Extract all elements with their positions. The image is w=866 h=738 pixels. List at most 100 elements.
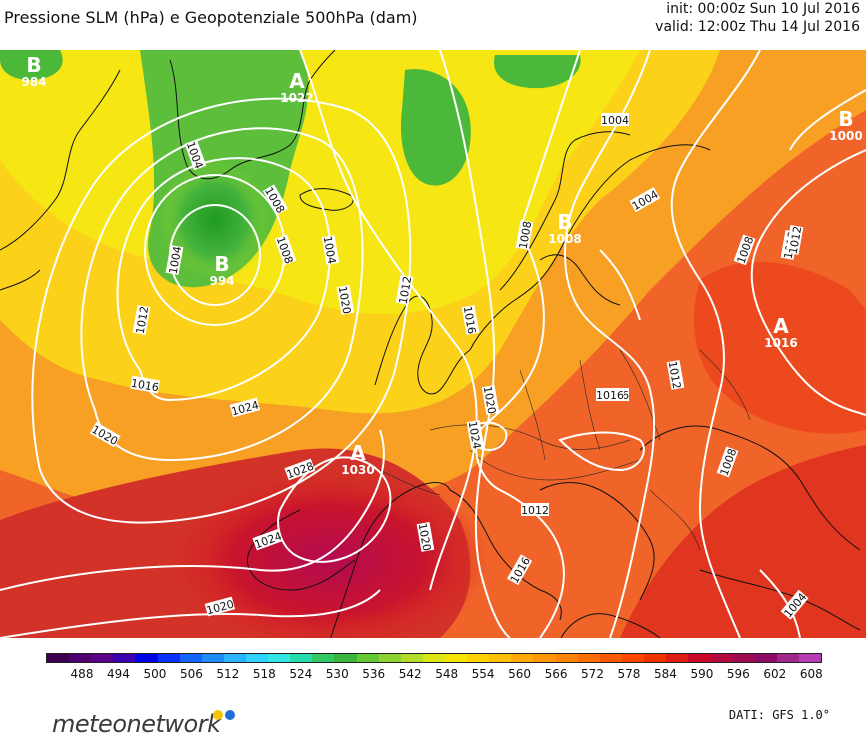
center-value: 994 [209,274,234,288]
colorbar-swatch [268,654,291,662]
map-title: Pressione SLM (hPa) e Geopotenziale 500h… [4,8,418,27]
colorbar-tick-label: 494 [107,667,130,681]
colorbar-swatch [290,654,313,662]
meteonetwork-logo: meteonetwork [52,710,221,738]
isobar-label-text: 1020 [336,285,354,315]
center-value: 1016 [764,336,797,350]
isobar-label-bg [481,384,500,415]
center-value: 1000 [829,129,862,143]
isobar-label-text: 1024 [466,420,484,450]
isobar-label-text: 1016 [596,389,624,402]
isobar-label: 1016 [461,304,480,335]
colorbar-swatch [157,654,180,662]
isobar-label-bg [785,224,804,255]
colorbar-tick-label: 566 [544,667,568,681]
green-patch-norway [494,55,581,89]
colorbar-swatch [643,654,667,662]
colorbar-swatch [179,654,202,662]
isobar-label-bg [733,234,756,266]
hot-core-sahara [170,470,490,638]
isobar-label-text: 1016 [461,305,479,335]
colorbar-swatch [555,654,578,662]
colorbar-tick-label: 578 [617,667,641,681]
isobar-label-bg [252,528,284,551]
colorbar-swatch [356,654,379,662]
colorbar-tick-label: 584 [653,667,677,681]
data-source: DATI: GFS 1.0° [728,708,830,722]
isobar-label-bg [629,186,661,213]
isobar-label: 1004 [601,113,629,127]
isobar-label: 1008 [515,219,534,250]
isobar-label-bg [132,304,151,335]
colorbar-tick-label: 530 [325,667,349,681]
isobar-label-bg [716,446,739,478]
isobar-label-bg [461,304,480,335]
isobar-label-bg [416,521,435,552]
colorbar-tick-label: 560 [508,667,532,681]
isobar-label: 1012 [521,503,549,517]
colorbar-swatch [422,654,445,662]
isobar-label: 1024 [466,419,485,450]
colorbar-tick-label: 548 [435,667,459,681]
isobar-label-bg [521,503,549,516]
isobar-label: 1020 [416,521,435,552]
colorbar-tick-label: 542 [398,667,422,681]
colorbar-swatch [599,654,622,662]
isobar-label-bg [165,244,184,275]
isobar-label-bg [506,554,533,586]
colorbar-swatch [621,654,644,662]
logo-dot [213,710,223,720]
isobar-label-text: 1020 [481,385,499,415]
colorbar-swatch [47,654,70,662]
colorbar-swatch [444,654,468,662]
isobar-label-bg [321,234,340,265]
isobar-label: 1012 [666,359,685,390]
field-red-southeast [620,445,866,638]
init-time: init: 00:00z Sun 10 Jul 2016 [666,1,860,17]
isobar-label-text: 1016 [130,377,160,395]
isobar-label-text: 1012 [397,275,415,305]
colorbar-swatch [91,654,114,662]
isobar-label-bg [596,388,624,401]
isobar-label-bg [229,397,261,418]
colorbar [46,653,822,663]
isobar-label-text: 1012 [134,305,152,335]
isobar-label-text: 1004 [321,235,339,265]
isobar-label-text: 1012 [787,225,805,255]
colorbar-tick-label: 572 [581,667,604,681]
isobar-label-text: 1004 [167,245,185,275]
isobar-label: 1016 [596,388,624,402]
isobar-label: 1004 [321,234,340,265]
isobar-label: 1004 [165,244,185,275]
isobar-label-bg [336,284,355,315]
colorbar-swatch [69,654,92,662]
field-red-russia [694,261,866,434]
run-info: init: 00:00z Sun 10 Jul 2016 valid: 12:0… [655,0,860,36]
colorbar-tick-label: 512 [216,667,240,681]
logo-dots [213,710,243,722]
colorbar-swatch [666,654,689,662]
colorbar-swatch [688,654,711,662]
colorbar-tick-label: 488 [70,667,94,681]
colorbar-tick-label: 536 [362,667,386,681]
isobar-label: 1020 [481,384,500,415]
colorbar-tick-label: 596 [726,667,750,681]
colorbar-swatch [798,654,821,662]
colorbar-tick-label: 602 [763,667,787,681]
colorbar-swatch [489,654,512,662]
isobar-label-bg [284,458,316,481]
isobar-label-text: 1004 [601,114,629,127]
logo-dot [225,710,235,720]
colorbar-swatch [378,654,401,662]
colorbar-tick-label: 524 [289,667,313,681]
isobar-label: 1012 [395,274,415,305]
colorbar-swatch [754,654,777,662]
colorbar-swatch [776,654,799,662]
valid-time: valid: 12:00z Thu 14 Jul 2016 [655,19,860,35]
